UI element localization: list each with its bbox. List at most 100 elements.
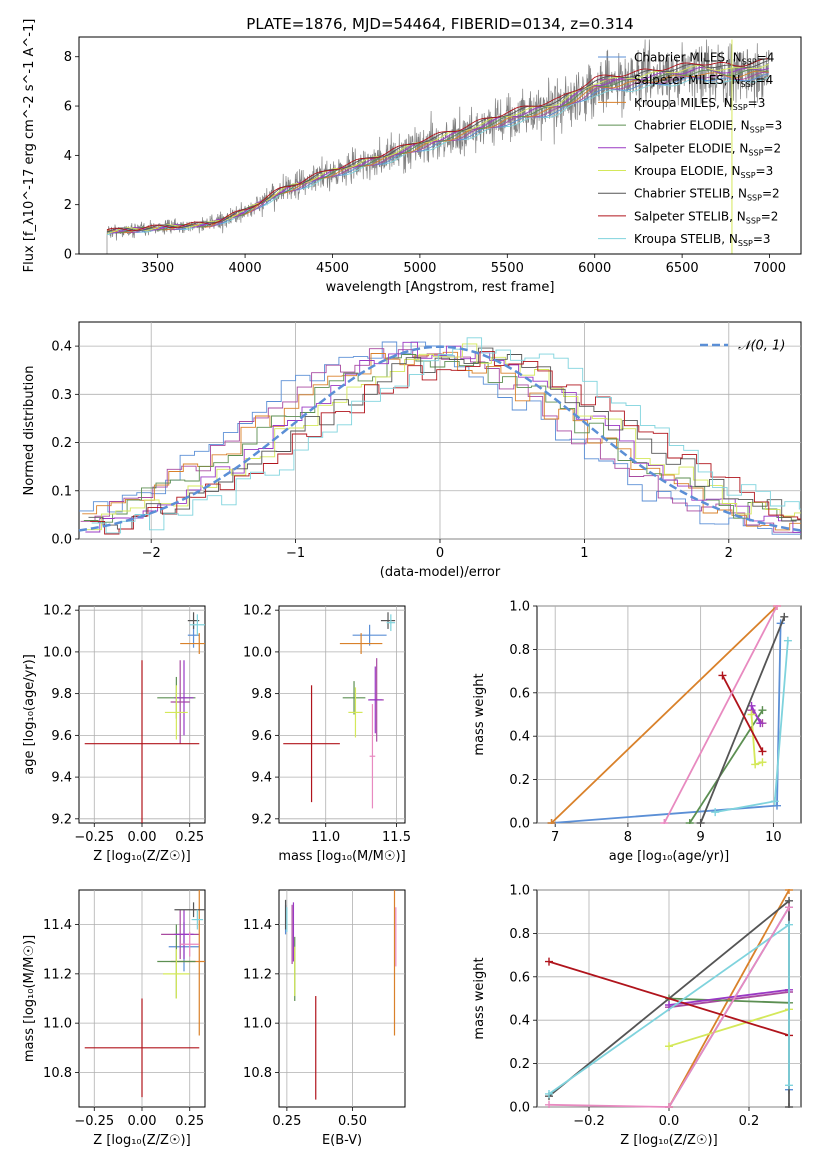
x-tick-label: 0.00 (128, 830, 157, 845)
weight-line-salpeter_stelib (548, 960, 790, 1037)
errorbar-group (283, 612, 396, 809)
x-tick-label: 5500 (491, 261, 524, 276)
weight-marker-chabrier_elodie (758, 706, 767, 715)
weight-marker-salpeter_elodie (756, 719, 765, 728)
legend-label: Kroupa ELODIE, NSSP=3 (634, 164, 773, 180)
weight-marker-kroupa_stelib (711, 808, 720, 817)
y-tick-label: 0.4 (51, 340, 72, 355)
y-axis-label: mass [log₁₀(M/M☉)] (22, 935, 37, 1062)
weight-marker-chabrier_elodie (685, 819, 694, 824)
model-spectrum-kroupa_elodie (106, 63, 770, 234)
z-age-panel: −0.25 0.00 0.25 9.2 9.4 9.6 9.8 10.0 10.2 Z [log₁… (22, 604, 206, 864)
y-tick-label: 9.2 (251, 812, 272, 827)
axes-frame (536, 605, 802, 824)
weight-marker-pink (665, 1103, 673, 1108)
axes-frame (278, 889, 406, 1108)
weight-marker-kroupa_elodie (751, 760, 760, 769)
legend-label: Chabrier MILES, NSSP=4 (634, 51, 774, 67)
y-tick-label: 10.0 (43, 645, 72, 660)
y-tick-label: 0.2 (509, 1057, 530, 1072)
y-tick-label: 6 (64, 100, 72, 115)
errorbar-group (284, 890, 397, 1100)
y-tick-label: 10.8 (43, 1066, 72, 1081)
weight-marker-kroupa_stelib (770, 797, 779, 806)
y-axis-label: mass weight (472, 957, 487, 1039)
x-tick-label: 1 (580, 546, 588, 561)
weight-line-chabrier_miles (551, 623, 782, 824)
x-axis-label: E(B-V) (322, 1133, 362, 1148)
y-tick-label: 0.4 (509, 730, 530, 745)
x-tick-label: 4500 (316, 261, 349, 276)
model-spectrum-chabrier_miles (106, 73, 769, 234)
legend-label: Kroupa STELIB, NSSP=3 (634, 232, 771, 248)
y-tick-label: 1.0 (509, 600, 530, 615)
histogram-salpeter_miles (80, 348, 801, 533)
weight-marker-salpeter_stelib (718, 671, 727, 680)
weight-marker-pink (545, 1100, 553, 1108)
x-tick-label: 0.25 (175, 830, 204, 845)
y-axis-label: Normed distribution (22, 366, 37, 496)
legend-label: 𝒩(0, 1) (738, 339, 785, 354)
y-tick-label: 8 (64, 50, 72, 65)
x-tick-label: −1 (286, 546, 305, 561)
x-tick-label: 2 (725, 546, 733, 561)
x-tick-label: 11.0 (311, 830, 340, 845)
weight-marker-chabrier_miles (773, 801, 781, 810)
mass-age-panel: 11.0 11.5 9.2 9.4 9.6 9.8 10.0 10.2 mass [log₁₀(… (243, 604, 411, 864)
x-tick-label: −0.25 (74, 1114, 114, 1129)
weight-line-salpeter_elodie (668, 988, 790, 1006)
x-tick-label: 0.25 (272, 1114, 301, 1129)
legend-label: Chabrier ELODIE, NSSP=3 (634, 119, 782, 135)
weight-marker-kroupa_elodie (758, 758, 767, 767)
legend-label: Salpeter MILES, NSSP=4 (634, 73, 773, 89)
x-axis-label: age [log₁₀(age/yr)] (609, 849, 730, 864)
weight-marker-chabrier_stelib (780, 612, 789, 621)
y-tick-label: 0.8 (509, 927, 530, 942)
x-axis-label: mass [log₁₀(M/M☉)] (278, 849, 405, 864)
weight-marker-kroupa_miles (547, 819, 556, 824)
x-axis-label: wavelength [Angstrom, rest frame] (326, 280, 555, 295)
histogram-salpeter_elodie (85, 341, 801, 533)
x-tick-label: −0.25 (74, 830, 114, 845)
weight-line-kroupa_miles (550, 605, 778, 824)
weight-line-kroupa_elodie (668, 1008, 790, 1048)
y-tick-label: 0.1 (51, 484, 72, 499)
y-tick-label: 10.0 (243, 645, 272, 660)
x-axis-label: Z [log₁₀(Z/Z☉)] (93, 1133, 190, 1148)
weight-line-pink (663, 605, 778, 824)
y-tick-label: 9.8 (51, 687, 72, 702)
residuals-panel: −2 −1 0 1 2 0.0 0.1 0.2 0.3 0.4 (data-model)/error… (22, 321, 802, 580)
weight-marker-kroupa_stelib (545, 1089, 553, 1098)
x-tick-label: 0.25 (175, 1114, 204, 1129)
x-tick-label: 11.5 (382, 830, 411, 845)
y-tick-label: 9.4 (251, 771, 272, 786)
weight-lines-group (545, 889, 793, 1108)
weight-marker-salpeter_stelib (545, 957, 553, 966)
y-tick-label: 0.0 (51, 533, 72, 548)
weight-marker-kroupa_stelib (783, 636, 792, 645)
errorbar-group (84, 890, 205, 1098)
y-axis-label: age [log₁₀(age/yr)] (22, 654, 37, 775)
y-tick-label: 1.0 (509, 884, 530, 899)
chart-title: PLATE=1876, MJD=54464, FIBERID=0134, z=0… (246, 15, 633, 33)
model-spectrum-salpeter_elodie (106, 67, 769, 234)
x-tick-label: 4000 (229, 261, 262, 276)
y-tick-label: 2 (64, 198, 72, 213)
x-tick-label: 7000 (753, 261, 786, 276)
y-tick-label: 4 (64, 149, 72, 164)
weight-line-kroupa_miles (668, 889, 790, 1108)
y-tick-label: 0.0 (509, 1101, 530, 1116)
weight-marker-pink (773, 605, 781, 610)
y-axis-label: Flux [f_λ10^-17 erg cm^-2 s^-1 A^-1] (22, 19, 37, 273)
x-axis-label: (data-model)/error (380, 565, 501, 580)
legend-label: Salpeter ELODIE, NSSP=2 (634, 141, 781, 157)
histogram-salpeter_stelib (90, 351, 801, 535)
x-tick-label: 0.00 (128, 1114, 157, 1129)
age-weight-panel: 7 8 9 10 0.0 0.2 0.4 0.6 0.8 1.0 age [log₁₀(age/yr… (472, 600, 802, 864)
x-axis-label: Z [log₁₀(Z/Z☉)] (93, 849, 190, 864)
weight-marker-kroupa_miles (785, 889, 793, 894)
weight-marker-salpeter_stelib (758, 747, 767, 756)
x-axis-label: Z [log₁₀(Z/Z☉)] (620, 1133, 717, 1148)
histogram-kroupa_stelib (91, 337, 801, 534)
y-axis-label: mass weight (472, 673, 487, 755)
